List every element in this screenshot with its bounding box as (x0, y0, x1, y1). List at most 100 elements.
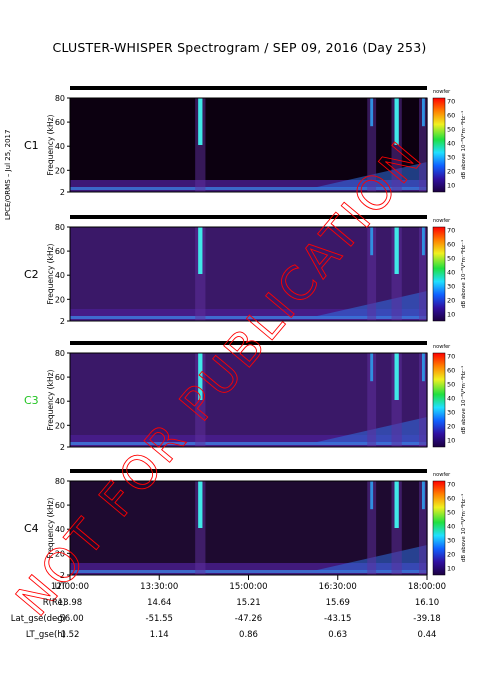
burst-halo (419, 481, 428, 575)
colorbar-tick-label: 60 (447, 366, 455, 374)
footer-row-label: R(Re) (42, 598, 66, 608)
y-tick-label: 60 (55, 373, 65, 382)
y-tick-label: 20 (55, 421, 65, 430)
y-axis-label: Frequency (kHz) (46, 243, 55, 304)
burst-halo (367, 227, 377, 321)
baseline-band (70, 316, 427, 319)
emission-burst (422, 227, 425, 256)
footer-value: 1.52 (60, 630, 80, 640)
emission-burst (394, 353, 399, 400)
footer-value: 16.10 (414, 598, 440, 608)
y-tick-label: 20 (55, 295, 65, 304)
colorbar-tick-label: 10 (447, 181, 455, 189)
footer-value: -47.26 (234, 614, 263, 624)
footer-value: 16:30:00 (318, 582, 357, 592)
footer-value: -56.00 (56, 614, 84, 624)
y-tick-label: 20 (55, 166, 65, 175)
y-tick-label: 60 (55, 118, 65, 127)
emission-burst (370, 98, 374, 127)
burst-halo (419, 98, 428, 192)
colorbar-tick-label: 60 (447, 494, 455, 502)
y-tick-label: 2 (60, 317, 65, 326)
y-tick-label: 60 (55, 501, 65, 510)
emission-burst (370, 227, 374, 256)
y-tick-label: 2 (60, 571, 65, 580)
footer-row: Lat_gse(deg) -56.00 -51.55 -47.26 -43.15 -39.… (0, 614, 479, 626)
y-tick-label: 80 (55, 94, 65, 103)
panel-label: C2 (24, 268, 39, 281)
footer-value: 1.14 (149, 630, 169, 640)
footer-value: 13.98 (57, 598, 83, 608)
colorbar-tick-label: 40 (447, 522, 455, 530)
baseline-band (70, 442, 427, 445)
emission-burst (198, 98, 203, 145)
y-axis-label: Frequency (kHz) (46, 114, 55, 175)
footer-row: LT_gse(h) 1.52 1.14 0.86 0.63 0.44 (0, 630, 479, 642)
panel-c3: 80 60 40 20 2 Frequency (kHz) C3 nowfer 70 60 50 40… (24, 341, 467, 452)
panel-label: C4 (24, 522, 39, 535)
colorbar-top-label: nowfer (433, 344, 451, 350)
panel-c2: 80 60 40 20 2 Frequency (kHz) C2 nowfer 70 60 50 40… (24, 215, 467, 326)
burst-halo (419, 227, 428, 321)
colorbar-top-label: nowfer (433, 89, 451, 95)
footer-value: 14.64 (147, 598, 172, 608)
footer-value: 15.69 (325, 598, 350, 608)
panel-label: C1 (24, 139, 39, 152)
colorbar-label: dB above 10⁻⁸V²m⁻²Hz⁻¹ (460, 240, 467, 308)
emission-burst (198, 227, 203, 274)
colorbar-top-label: nowfer (433, 218, 451, 224)
colorbar-tick-label: 50 (447, 125, 455, 133)
burst-halo (367, 353, 377, 447)
footer-row: UT 12:00:00 13:30:00 15:00:00 16:30:00 18:00:… (0, 582, 479, 594)
footer-row-label: LT_gse(h) (25, 630, 66, 640)
colorbar-tick-label: 30 (447, 153, 455, 161)
colorbar-tick-label: 50 (447, 508, 455, 516)
y-tick-label: 80 (55, 223, 65, 232)
emission-burst (422, 353, 425, 382)
colorbar-tick-label: 60 (447, 240, 455, 248)
colorbar-tick-label: 70 (447, 226, 455, 234)
colorbar-tick-label: 10 (447, 564, 455, 572)
footer-value: 0.44 (417, 630, 437, 640)
colorbar-tick-label: 70 (447, 97, 455, 105)
footer-value: 15.21 (236, 598, 261, 608)
burst-halo (419, 353, 428, 447)
y-tick-label: 60 (55, 247, 65, 256)
colorbar-tick-label: 20 (447, 167, 455, 175)
y-tick-label: 2 (60, 443, 65, 452)
baseline-band (70, 187, 427, 190)
colorbar-tick-label: 70 (447, 352, 455, 360)
colorbar-tick-label: 20 (447, 296, 455, 304)
colorbar-top-label: nowfer (433, 472, 451, 478)
emission-burst (198, 353, 203, 400)
plot-frame (69, 352, 428, 448)
colorbar (432, 352, 446, 448)
y-tick-label: 40 (55, 397, 65, 406)
footer-value: -51.55 (145, 614, 173, 624)
colorbar-tick-label: 30 (447, 408, 455, 416)
colorbar-tick-label: 50 (447, 380, 455, 388)
footer-value: 13:30:00 (140, 582, 179, 592)
y-axis-label: Frequency (kHz) (46, 369, 55, 430)
footer-value: -39.18 (413, 614, 441, 624)
y-tick-label: 40 (55, 271, 65, 280)
colorbar-tick-label: 60 (447, 111, 455, 119)
burst-halo (367, 481, 377, 575)
plot-frame (69, 226, 428, 322)
y-tick-label: 80 (55, 477, 65, 486)
panel-c1: 80 60 40 20 2 Frequency (kHz) C1 nowfer 70 60 50 40… (24, 86, 467, 197)
colorbar-tick-label: 40 (447, 139, 455, 147)
colorbar-label: dB above 10⁻⁸V²m⁻²Hz⁻¹ (460, 494, 467, 562)
colorbar (432, 480, 446, 576)
footer-value: 15:00:00 (229, 582, 268, 592)
emission-burst (422, 481, 425, 510)
colorbar-tick-label: 10 (447, 436, 455, 444)
colorbar (432, 97, 446, 193)
footer-value: 0.86 (239, 630, 258, 640)
emission-burst (370, 481, 374, 510)
colorbar-tick-label: 40 (447, 268, 455, 276)
emission-burst (422, 98, 425, 127)
orbit-footer: UT 12:00:00 13:30:00 15:00:00 16:30:00 18:00:… (0, 582, 479, 662)
colorbar-tick-label: 30 (447, 536, 455, 544)
